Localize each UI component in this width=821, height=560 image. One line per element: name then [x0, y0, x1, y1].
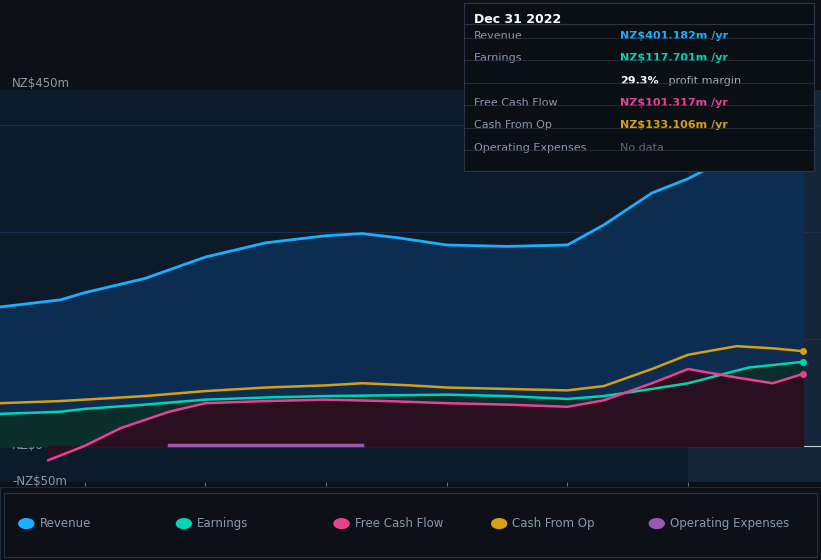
- Text: Operating Expenses: Operating Expenses: [474, 143, 586, 153]
- Text: NZ$401.182m /yr: NZ$401.182m /yr: [620, 31, 728, 41]
- Text: Revenue: Revenue: [39, 517, 91, 530]
- Text: Operating Expenses: Operating Expenses: [670, 517, 789, 530]
- Text: Revenue: Revenue: [474, 31, 522, 41]
- Text: Earnings: Earnings: [197, 517, 249, 530]
- Text: NZ$117.701m /yr: NZ$117.701m /yr: [620, 53, 728, 63]
- Text: NZ$0: NZ$0: [12, 440, 44, 452]
- Text: Cash From Op: Cash From Op: [474, 120, 552, 130]
- Text: NZ$450m: NZ$450m: [12, 77, 71, 90]
- Bar: [688, 90, 821, 482]
- Text: -NZ$50m: -NZ$50m: [12, 475, 67, 488]
- Text: 29.3%: 29.3%: [620, 76, 658, 86]
- Text: Free Cash Flow: Free Cash Flow: [474, 98, 557, 108]
- Text: profit margin: profit margin: [665, 76, 741, 86]
- Text: NZ$101.317m /yr: NZ$101.317m /yr: [620, 98, 727, 108]
- Text: NZ$133.106m /yr: NZ$133.106m /yr: [620, 120, 727, 130]
- Text: Cash From Op: Cash From Op: [512, 517, 594, 530]
- Text: Free Cash Flow: Free Cash Flow: [355, 517, 443, 530]
- Text: Dec 31 2022: Dec 31 2022: [474, 13, 561, 26]
- Text: Earnings: Earnings: [474, 53, 522, 63]
- Text: No data: No data: [620, 143, 663, 153]
